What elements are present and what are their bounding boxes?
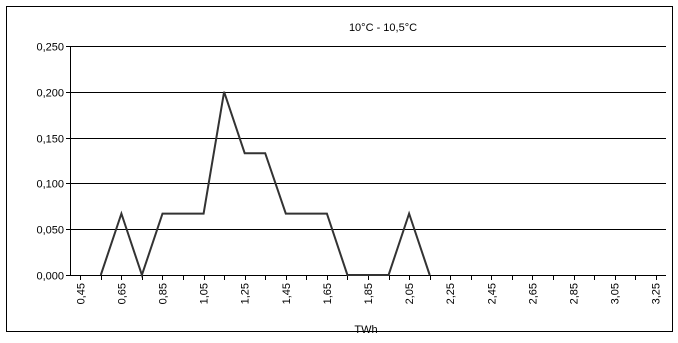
x-tick-label-9: 2,25 — [445, 283, 457, 304]
x-tick-label-10: 2,45 — [486, 283, 498, 304]
x-axis-ticks: 0,45 0,65 0,85 1,05 1,25 1,45 1,65 1,85 2,05 2,25… — [75, 275, 663, 304]
series-group — [99, 91, 431, 279]
x-tick-label-14: 3,25 — [651, 283, 663, 304]
x-tick-label-0: 0,45 — [75, 283, 87, 304]
x-tick-label-11: 2,65 — [527, 283, 539, 304]
x-tick-label-12: 2,85 — [569, 283, 581, 304]
y-axis-ticks: 0,000 0,050 0,100 0,150 0,200 0,250 — [36, 42, 70, 283]
y-tick-label-3: 0,150 — [36, 134, 64, 146]
y-tick-label-2: 0,100 — [36, 179, 64, 191]
chart-frame — [6, 6, 673, 332]
y-tick-label-4: 0,200 — [36, 88, 64, 100]
x-tick-label-2: 0,85 — [157, 283, 169, 304]
x-tick-label-6: 1,65 — [322, 283, 334, 304]
chart-title: 10°C - 10,5°C — [349, 22, 417, 34]
x-tick-label-3: 1,05 — [199, 283, 211, 304]
x-tick-label-4: 1,25 — [240, 283, 252, 304]
x-tick-label-13: 3,05 — [610, 283, 622, 304]
grid-lines — [70, 46, 666, 276]
x-tick-label-7: 1,85 — [363, 283, 375, 304]
x-axis-label: TWh — [354, 324, 377, 336]
y-tick-label-1: 0,050 — [36, 225, 64, 237]
series-line-0 — [99, 91, 431, 279]
y-tick-label-0: 0,000 — [36, 271, 64, 283]
x-tick-label-5: 1,45 — [281, 283, 293, 304]
x-tick-label-8: 2,05 — [404, 283, 416, 304]
y-tick-label-5: 0,250 — [36, 42, 64, 54]
x-tick-label-1: 0,65 — [116, 283, 128, 304]
axes — [6, 6, 673, 332]
